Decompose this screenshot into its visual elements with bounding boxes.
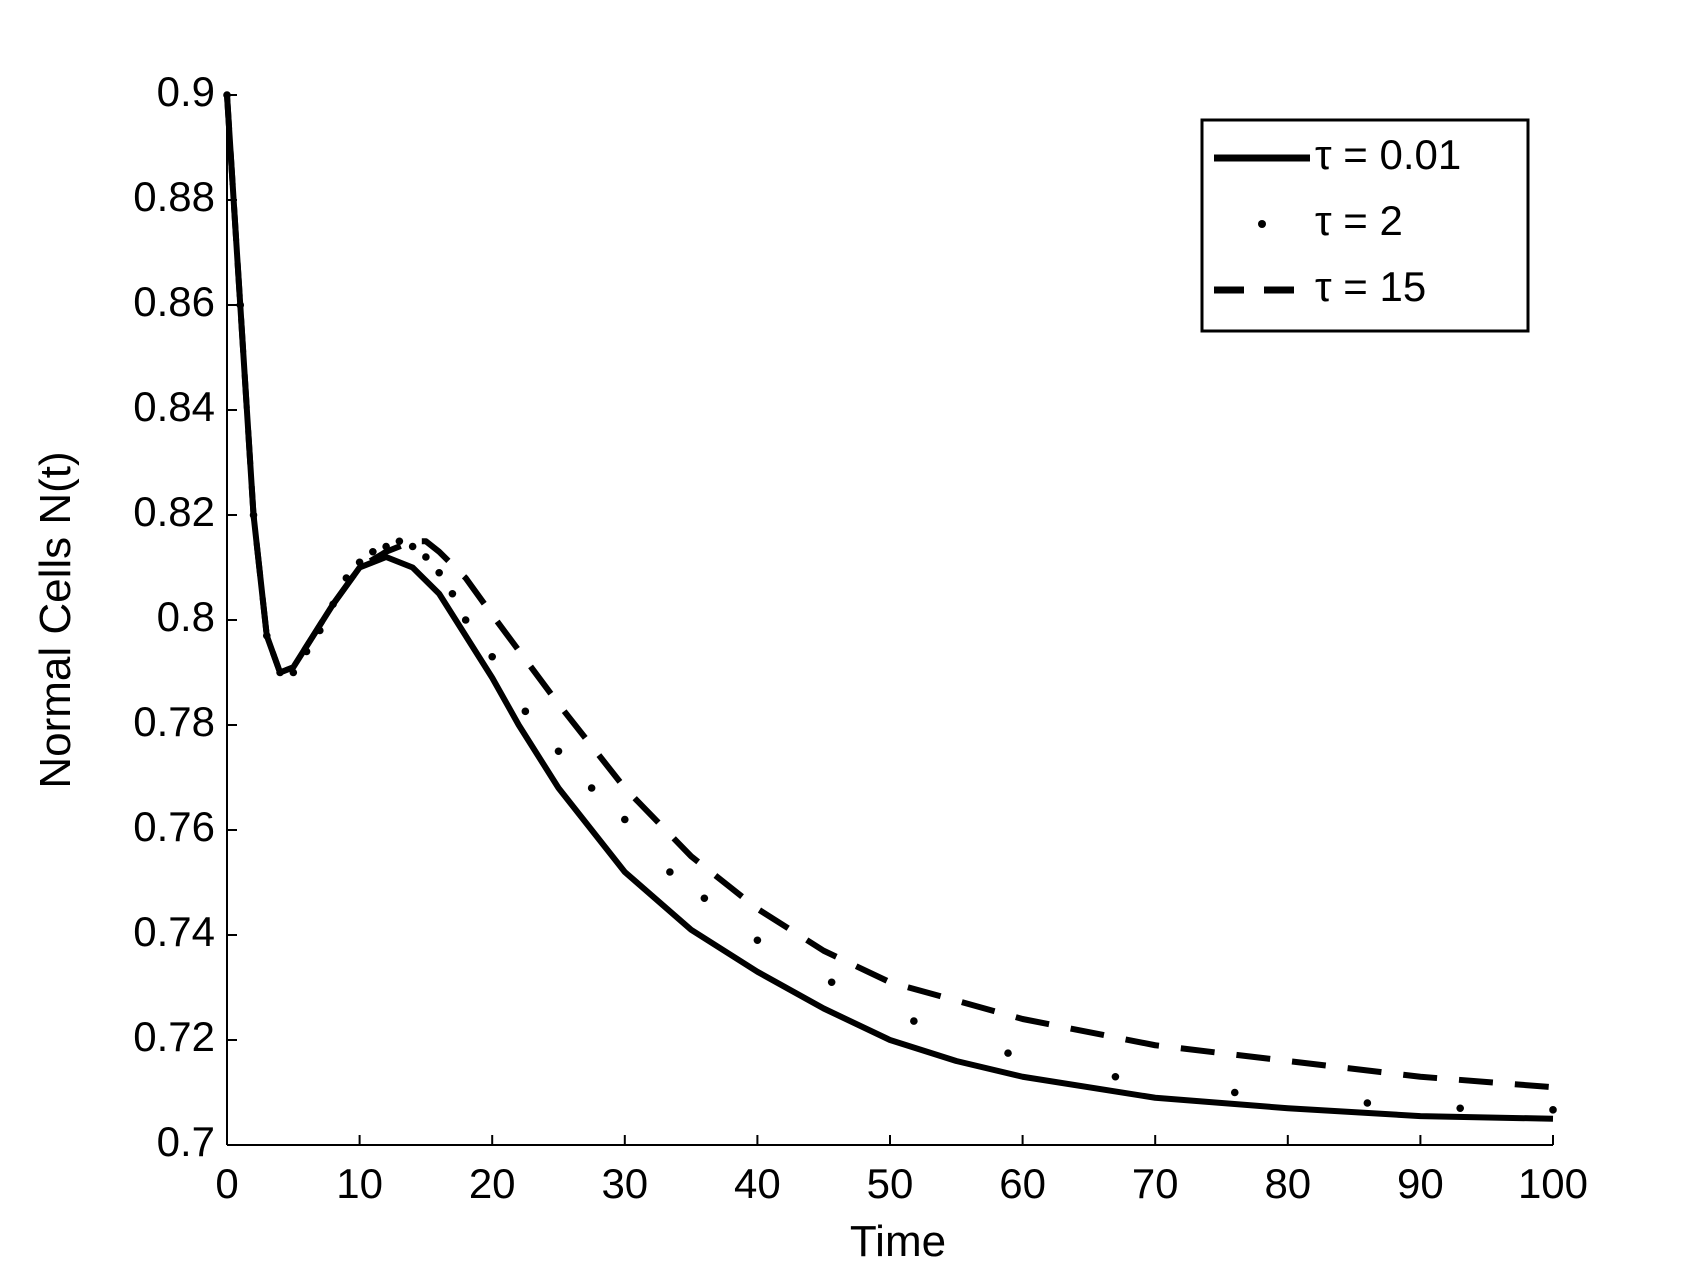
- data-point: [448, 589, 457, 598]
- x-tick-label: 20: [469, 1160, 516, 1207]
- x-tick-label: 30: [601, 1160, 648, 1207]
- x-tick-label: 60: [999, 1160, 1046, 1207]
- y-tick-label: 0.84: [133, 383, 215, 430]
- data-point: [236, 301, 245, 309]
- data-point: [408, 542, 417, 551]
- data-point: [910, 1017, 918, 1025]
- y-tick-label: 0.7: [157, 1118, 215, 1165]
- x-tick-label: 90: [1397, 1160, 1444, 1207]
- data-point: [1004, 1049, 1012, 1057]
- data-point: [422, 553, 430, 561]
- legend-marker: [1258, 220, 1266, 228]
- legend-label: τ = 2: [1315, 197, 1403, 244]
- legend-label: τ = 0.01: [1315, 131, 1461, 178]
- data-point: [700, 894, 709, 903]
- data-point: [554, 747, 563, 756]
- x-tick-label: 70: [1132, 1160, 1179, 1207]
- series-line: [224, 94, 1554, 1091]
- x-tick-label: 50: [867, 1160, 914, 1207]
- y-axis-label: Normal Cells N(t): [31, 451, 80, 788]
- x-axis-label: Time: [850, 1217, 946, 1266]
- data-point: [1363, 1099, 1372, 1107]
- y-tick-label: 0.9: [157, 68, 215, 115]
- data-point: [521, 707, 530, 716]
- y-tick-label: 0.76: [133, 803, 215, 850]
- y-tick-label: 0.86: [133, 278, 215, 325]
- data-point: [1111, 1072, 1120, 1081]
- data-point: [355, 558, 364, 567]
- data-point: [827, 978, 836, 987]
- data-point: [587, 784, 596, 792]
- y-tick-label: 0.72: [133, 1013, 215, 1060]
- y-tick-label: 0.8: [157, 593, 215, 640]
- y-tick-label: 0.88: [133, 173, 215, 220]
- data-point: [262, 631, 271, 640]
- data-point: [435, 568, 443, 577]
- x-tick-label: 100: [1518, 1160, 1588, 1207]
- y-tick-label: 0.78: [133, 698, 215, 745]
- x-tick-label: 0: [215, 1160, 238, 1207]
- data-point: [621, 815, 629, 824]
- data-point: [666, 868, 674, 876]
- data-point: [461, 616, 470, 624]
- data-point: [753, 936, 762, 945]
- data-point: [1549, 1106, 1557, 1114]
- y-tick-label: 0.82: [133, 488, 215, 535]
- legend-label: τ = 15: [1315, 263, 1426, 310]
- data-point: [1456, 1104, 1464, 1113]
- data-point: [369, 547, 377, 556]
- x-tick-label: 80: [1264, 1160, 1311, 1207]
- data-point: [488, 652, 497, 661]
- y-tick-label: 0.74: [133, 908, 215, 955]
- data-point: [1230, 1088, 1239, 1097]
- x-tick-label: 40: [734, 1160, 781, 1207]
- data-point: [395, 537, 404, 546]
- x-tick-label: 10: [336, 1160, 383, 1207]
